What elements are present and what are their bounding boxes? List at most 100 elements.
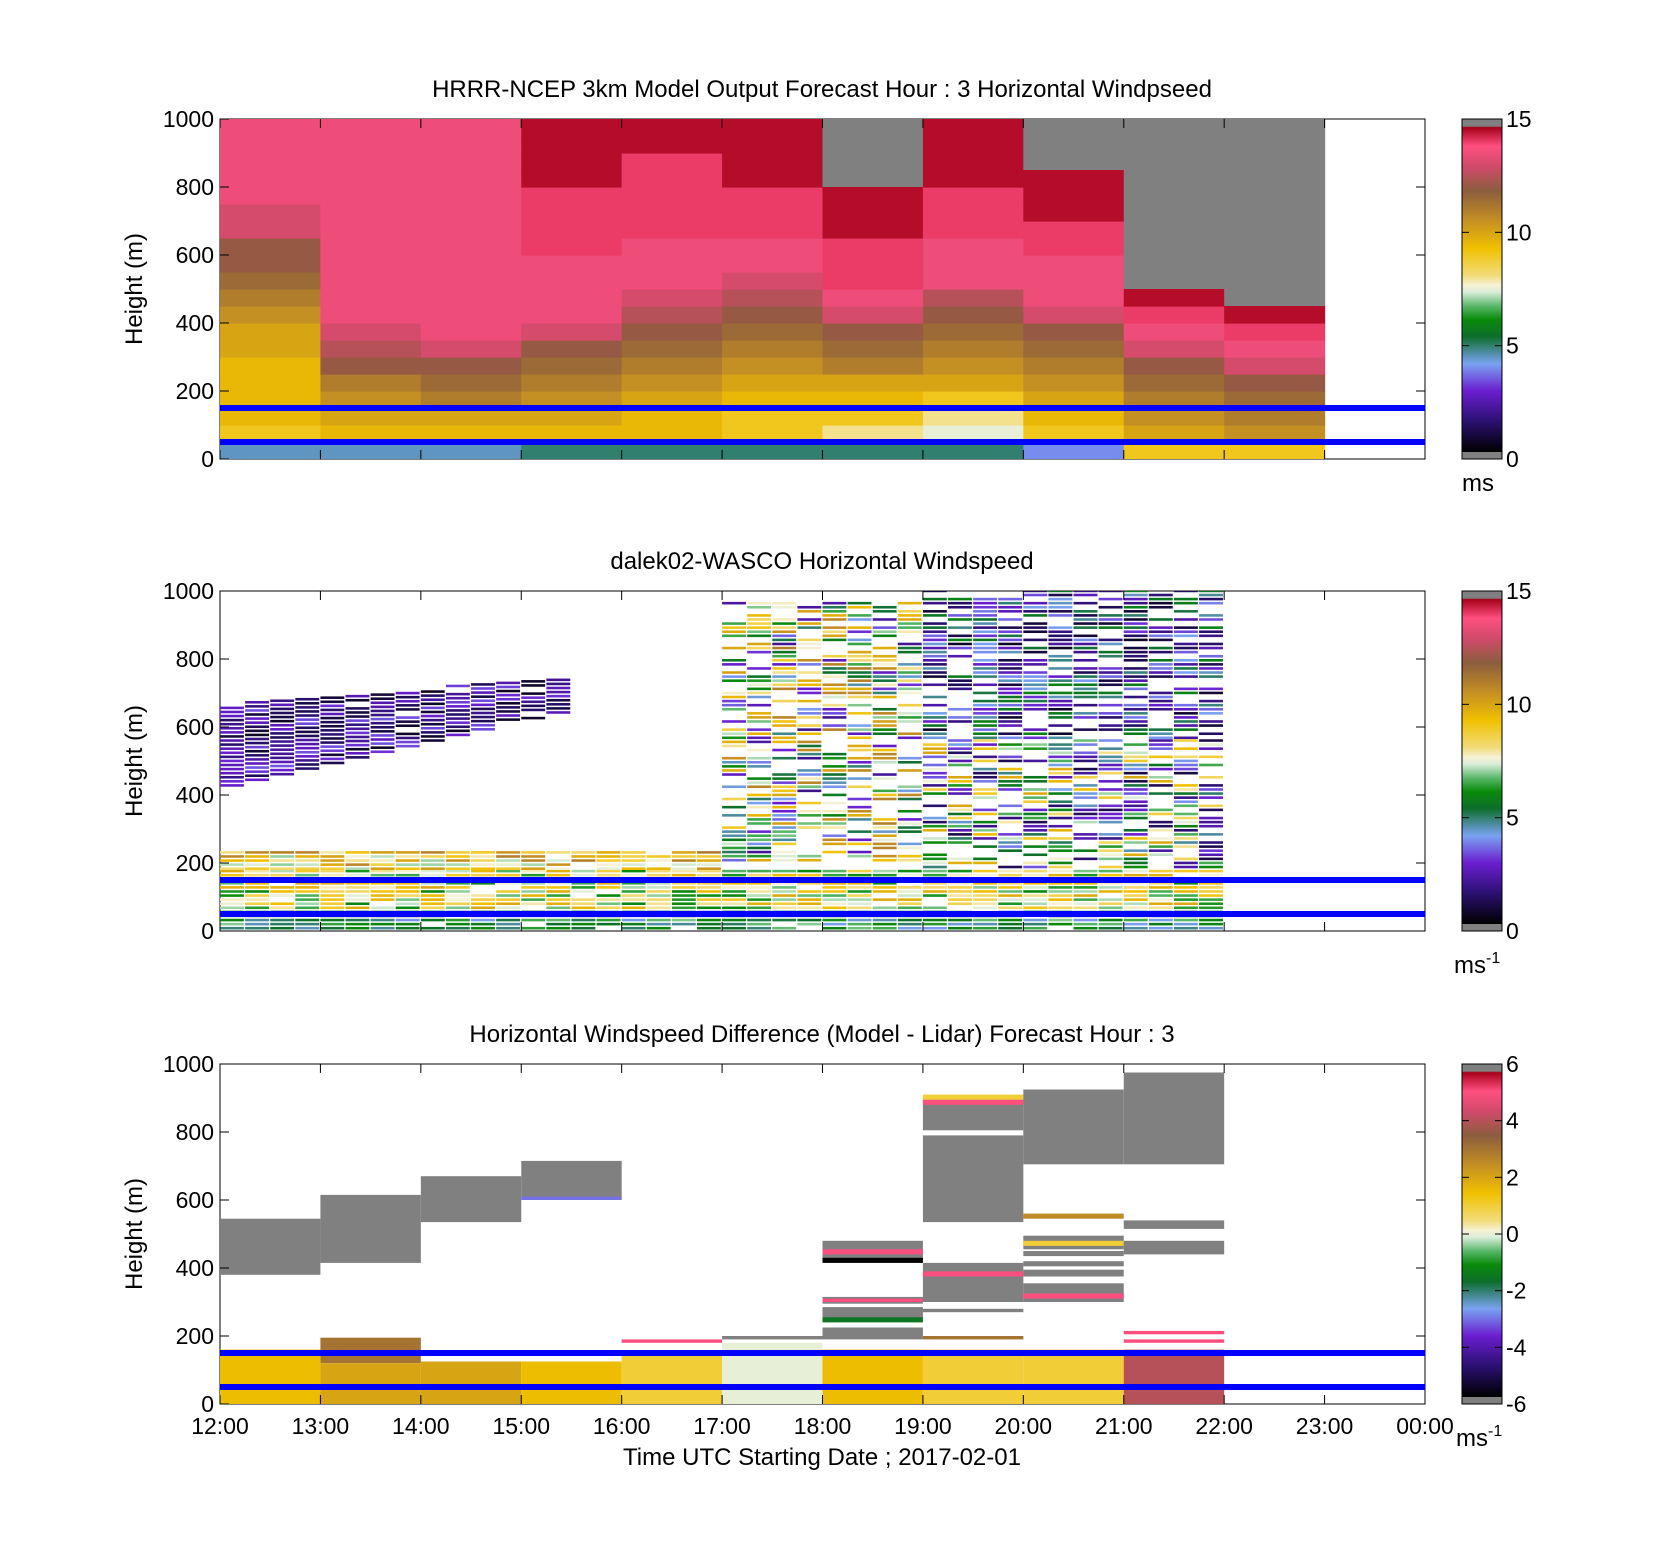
lidar-cell — [847, 695, 872, 699]
lidar-cell — [973, 675, 998, 678]
lidar-cell — [245, 906, 270, 910]
lidar-cell — [897, 894, 922, 897]
lidar-cell — [897, 918, 922, 922]
lidar-cell — [747, 822, 772, 825]
model-cell — [220, 374, 322, 392]
lidar-cell — [722, 626, 746, 629]
lidar-cell — [220, 775, 244, 779]
lidar-cell — [747, 732, 772, 736]
lidar-cell — [973, 890, 998, 893]
lidar-cell — [345, 902, 370, 906]
lidar-cell — [772, 850, 797, 854]
lidar-cell — [1123, 732, 1148, 736]
lidar-cell — [822, 922, 847, 926]
lidar-cell — [1173, 837, 1198, 840]
y-tick-label: 1000 — [163, 1051, 214, 1077]
colorbar-tick-label: 5 — [1506, 333, 1519, 359]
lidar-cell — [847, 854, 872, 858]
lidar-cell — [345, 898, 370, 901]
lidar-cell — [1148, 755, 1173, 759]
panel-model-colorbar-unit: ms — [1462, 470, 1494, 497]
lidar-cell — [922, 792, 947, 795]
lidar-cell — [797, 858, 822, 862]
lidar-cell — [1173, 724, 1198, 727]
lidar-cell — [847, 605, 872, 609]
lidar-cell — [772, 618, 797, 621]
y-tick-label: 1000 — [163, 578, 214, 604]
model-cell — [722, 391, 824, 409]
lidar-cell — [1023, 622, 1048, 625]
lidar-cell — [922, 771, 947, 775]
model-cell — [320, 119, 422, 137]
lidar-cell — [1123, 918, 1148, 922]
lidar-cell — [1098, 792, 1123, 795]
lidar-cell — [571, 898, 596, 901]
lidar-cell — [772, 918, 797, 922]
lidar-cell — [1199, 743, 1223, 746]
lidar-cell — [1023, 796, 1048, 799]
lidar-cell — [1173, 610, 1198, 613]
lidar-cell — [897, 761, 922, 764]
lidar-cell — [320, 918, 345, 922]
lidar-cell — [948, 873, 972, 877]
lidar-cell — [220, 869, 244, 873]
lidar-cell — [1048, 593, 1073, 597]
lidar-cell — [948, 755, 972, 759]
lidar-cell — [998, 601, 1023, 605]
lidar-cell — [722, 785, 746, 789]
lidar-cell — [872, 712, 897, 715]
lidar-cell — [420, 855, 445, 858]
lidar-cell — [1199, 707, 1223, 711]
lidar-cell — [445, 705, 470, 708]
lidar-cell — [320, 859, 345, 862]
lidar-cell — [1173, 833, 1198, 836]
lidar-cell — [998, 642, 1023, 646]
lidar-cell — [1048, 634, 1073, 638]
lidar-cell — [1048, 695, 1073, 699]
lidar-cell — [295, 869, 320, 873]
lidar-cell — [897, 797, 922, 801]
lidar-cell — [270, 719, 295, 723]
lidar-cell — [1023, 638, 1048, 642]
model-cell — [1023, 170, 1125, 188]
lidar-cell — [1173, 902, 1198, 906]
lidar-cell — [973, 902, 998, 906]
lidar-cell — [797, 894, 822, 897]
lidar-cell — [1173, 861, 1198, 865]
lidar-cell — [922, 788, 947, 791]
lidar-cell — [295, 722, 320, 725]
lidar-cell — [270, 869, 295, 873]
lidar-cell — [270, 894, 295, 897]
difference-block — [922, 1271, 1024, 1277]
lidar-cell — [822, 756, 847, 760]
lidar-cell — [747, 765, 772, 768]
model-cell — [1224, 391, 1326, 409]
lidar-cell — [696, 926, 721, 930]
lidar-cell — [471, 687, 495, 690]
lidar-cell — [897, 826, 922, 829]
lidar-cell — [822, 712, 847, 715]
lidar-cell — [822, 610, 847, 613]
lidar-cell — [395, 732, 420, 736]
lidar-cell — [546, 851, 571, 854]
lidar-cell — [220, 873, 244, 877]
lidar-cell — [220, 747, 244, 750]
colorbar-tick-label: 4 — [1506, 1108, 1519, 1134]
lidar-cell — [922, 712, 947, 715]
lidar-cell — [295, 851, 320, 854]
lidar-cell — [1173, 820, 1198, 824]
lidar-cell — [747, 793, 772, 797]
lidar-cell — [1048, 626, 1073, 629]
lidar-cell — [1073, 751, 1098, 755]
lidar-cell — [1073, 902, 1098, 906]
lidar-cell — [445, 882, 470, 885]
lidar-cell — [370, 898, 395, 901]
lidar-cell — [1073, 591, 1098, 593]
lidar-cell — [220, 898, 244, 901]
lidar-cell — [270, 703, 295, 707]
lidar-cell — [295, 755, 320, 758]
lidar-cell — [847, 748, 872, 752]
lidar-cell — [998, 837, 1023, 840]
lidar-cell — [1123, 703, 1148, 707]
lidar-cell — [571, 918, 596, 922]
